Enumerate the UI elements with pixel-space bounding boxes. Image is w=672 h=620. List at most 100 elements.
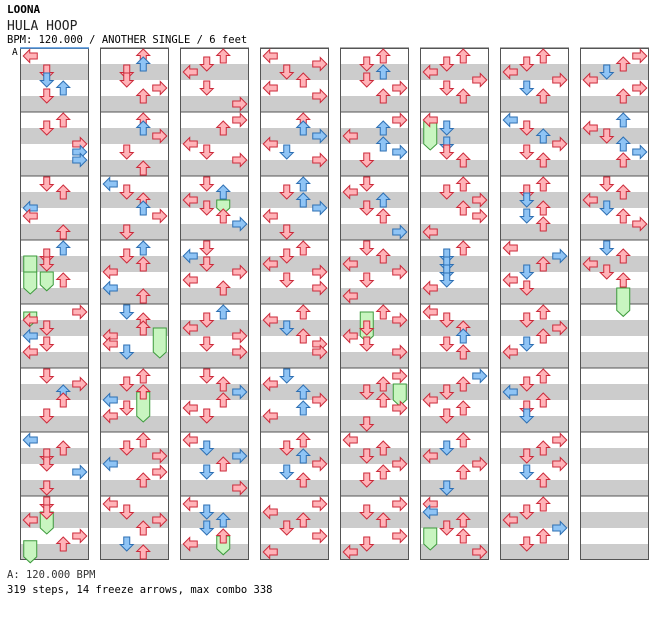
down-arrow-icon (439, 520, 455, 536)
right-arrow-icon (232, 216, 248, 232)
beat-stripe (580, 416, 649, 432)
beat-stripe (500, 480, 569, 496)
up-arrow-icon (455, 528, 471, 544)
beat-stripe (180, 352, 249, 368)
up-arrow-icon (455, 152, 471, 168)
chart-column (260, 47, 329, 560)
right-arrow-icon (552, 520, 568, 536)
beat-stripe (500, 96, 569, 112)
chart-column (20, 47, 89, 560)
beat-stripe (580, 288, 649, 304)
up-arrow-icon (295, 176, 311, 192)
beat-stripe (340, 320, 409, 336)
left-arrow-icon (22, 432, 38, 448)
beat-stripe (500, 256, 569, 272)
up-arrow-icon (295, 120, 311, 136)
beat-stripe (100, 352, 169, 368)
down-arrow-icon (599, 264, 615, 280)
right-arrow-icon (312, 344, 328, 360)
down-arrow-icon (439, 56, 455, 72)
left-arrow-icon (422, 112, 438, 128)
beat-stripe (180, 160, 249, 176)
beat-stripe (580, 224, 649, 240)
left-arrow-icon (422, 304, 438, 320)
left-arrow-icon (582, 120, 598, 136)
beat-stripe (420, 192, 489, 208)
beat-stripe (340, 352, 409, 368)
right-arrow-icon (152, 80, 168, 96)
column-frame (340, 48, 409, 560)
right-arrow-icon (552, 248, 568, 264)
beat-stripe (420, 160, 489, 176)
down-arrow-icon (39, 368, 55, 384)
chart-column (580, 47, 649, 560)
beat-stripe (100, 224, 169, 240)
up-arrow-icon (215, 280, 231, 296)
up-arrow-icon (295, 512, 311, 528)
beat-stripe (420, 544, 489, 560)
left-arrow-icon (502, 64, 518, 80)
right-arrow-icon (632, 144, 648, 160)
right-arrow-icon (232, 96, 248, 112)
beat-stripe (500, 160, 569, 176)
down-arrow-icon (279, 64, 295, 80)
left-arrow-icon (342, 288, 358, 304)
beat-stripe (20, 224, 89, 240)
down-arrow-icon (519, 312, 535, 328)
left-arrow-icon (102, 336, 118, 352)
beat-stripe (180, 320, 249, 336)
down-arrow-icon (439, 272, 455, 288)
down-arrow-icon (439, 480, 455, 496)
down-arrow-icon (119, 184, 135, 200)
up-arrow-icon (135, 520, 151, 536)
up-arrow-icon (535, 472, 551, 488)
up-arrow-icon (375, 392, 391, 408)
up-arrow-icon (535, 304, 551, 320)
right-arrow-icon (72, 376, 88, 392)
left-arrow-icon (262, 504, 278, 520)
left-arrow-icon (502, 112, 518, 128)
up-arrow-icon (135, 256, 151, 272)
beat-stripe (500, 352, 569, 368)
beat-stripe (20, 160, 89, 176)
beat-stripe (20, 480, 89, 496)
beat-stripe (180, 512, 249, 528)
beat-stripe (260, 352, 329, 368)
left-arrow-icon (22, 208, 38, 224)
beat-stripe (180, 544, 249, 560)
up-arrow-icon (295, 384, 311, 400)
beat-stripe (260, 192, 329, 208)
beat-stripe (500, 544, 569, 560)
down-arrow-icon (199, 144, 215, 160)
up-arrow-icon (615, 88, 631, 104)
freeze-arrow-icon (216, 199, 231, 215)
beat-stripe (500, 128, 569, 144)
left-arrow-icon (182, 432, 198, 448)
down-arrow-icon (199, 408, 215, 424)
left-arrow-icon (22, 48, 38, 64)
left-arrow-icon (422, 224, 438, 240)
down-arrow-icon (39, 456, 55, 472)
right-arrow-icon (232, 448, 248, 464)
speed-section-marker: A (12, 47, 18, 58)
down-arrow-icon (519, 208, 535, 224)
down-arrow-icon (119, 344, 135, 360)
up-arrow-icon (615, 136, 631, 152)
beat-stripe (260, 320, 329, 336)
down-arrow-icon (39, 320, 55, 336)
up-arrow-icon (135, 88, 151, 104)
beat-stripe (500, 288, 569, 304)
left-arrow-icon (262, 408, 278, 424)
up-arrow-icon (535, 328, 551, 344)
beat-stripe (180, 224, 249, 240)
beat-stripe (420, 96, 489, 112)
beat-stripe (340, 480, 409, 496)
beat-stripe (100, 96, 169, 112)
down-arrow-icon (199, 312, 215, 328)
left-arrow-icon (342, 328, 358, 344)
down-arrow-icon (439, 384, 455, 400)
right-arrow-icon (392, 456, 408, 472)
left-arrow-icon (262, 48, 278, 64)
beat-stripe (580, 352, 649, 368)
